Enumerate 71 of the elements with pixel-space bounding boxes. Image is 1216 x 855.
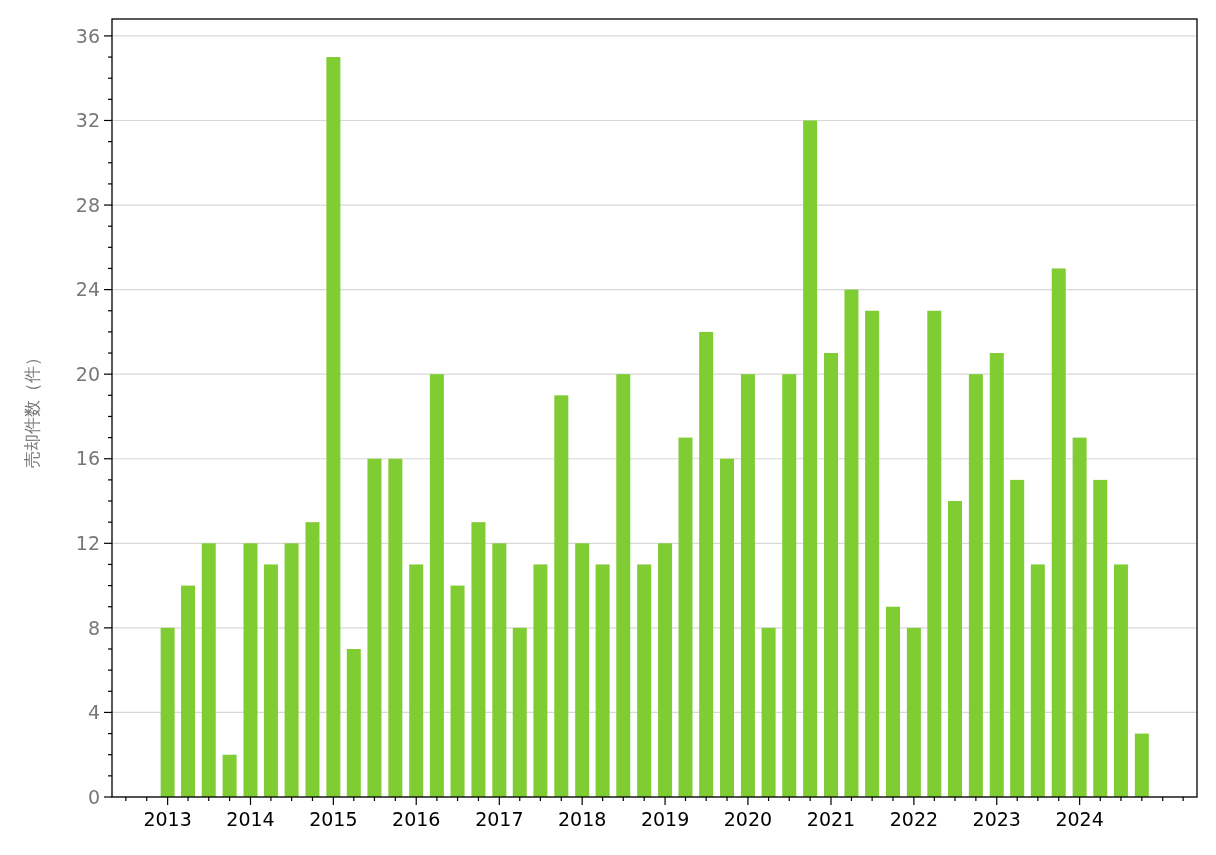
bar — [595, 564, 610, 797]
x-tick-label: 2023 — [972, 808, 1021, 830]
bar — [492, 543, 507, 797]
bar — [886, 606, 900, 797]
x-tick-label: 2016 — [392, 808, 441, 830]
bar — [346, 649, 361, 797]
x-tick-label: 2018 — [558, 808, 607, 830]
bar — [243, 543, 258, 797]
bar — [1010, 479, 1025, 797]
bar — [844, 289, 859, 797]
bar — [1093, 479, 1108, 797]
bar — [284, 543, 299, 797]
bar — [720, 458, 735, 797]
bar — [222, 754, 237, 797]
bar — [326, 57, 341, 797]
bar — [906, 627, 921, 797]
bar — [554, 395, 569, 797]
y-tick-label: 36 — [75, 24, 100, 47]
bar — [803, 120, 818, 797]
bar — [782, 374, 797, 797]
bar — [1072, 437, 1087, 797]
y-tick-label: 20 — [75, 362, 100, 385]
x-tick-label: 2015 — [309, 808, 358, 830]
y-tick-label: 32 — [75, 109, 100, 132]
bar — [471, 522, 486, 797]
bar — [637, 564, 652, 797]
bar — [865, 310, 880, 797]
bar — [409, 564, 424, 797]
bar — [263, 564, 278, 797]
x-tick-label: 2013 — [143, 808, 192, 830]
bar — [678, 437, 693, 797]
y-tick-label: 28 — [75, 193, 100, 216]
bar — [824, 353, 839, 797]
x-tick-label: 2014 — [226, 808, 275, 830]
bar — [1051, 268, 1066, 797]
bar — [305, 522, 320, 797]
bar — [699, 331, 714, 797]
bar — [388, 458, 403, 797]
bar — [927, 310, 942, 797]
bar — [512, 627, 527, 797]
bar — [989, 353, 1004, 797]
bar — [201, 543, 216, 797]
bar — [968, 374, 983, 797]
bar — [160, 627, 175, 797]
bar — [1030, 564, 1045, 797]
y-tick-label: 12 — [75, 531, 100, 554]
y-tick-label: 0 — [87, 785, 100, 808]
bar — [575, 543, 590, 797]
bar — [367, 458, 382, 797]
bar — [658, 543, 673, 797]
y-tick-label: 16 — [75, 447, 100, 470]
y-axis-title: 売却件数（件） — [22, 348, 42, 468]
bar — [947, 501, 962, 797]
y-tick-label: 24 — [75, 278, 100, 301]
x-tick-label: 2022 — [889, 808, 939, 830]
x-tick-label: 2024 — [1055, 808, 1104, 830]
bar — [533, 564, 548, 797]
y-tick-label: 4 — [87, 701, 100, 724]
bar — [1134, 733, 1149, 797]
x-tick-label: 2020 — [723, 808, 773, 830]
x-tick-label: 2021 — [806, 808, 856, 830]
x-tick-label: 2017 — [475, 808, 524, 830]
bar — [1113, 564, 1128, 797]
y-tick-label: 8 — [87, 616, 100, 639]
bar — [181, 585, 196, 797]
x-tick-label: 2019 — [640, 808, 690, 830]
bar — [740, 374, 755, 797]
bar — [429, 374, 444, 797]
bar — [761, 627, 776, 797]
bar — [616, 374, 631, 797]
bar — [450, 585, 465, 797]
